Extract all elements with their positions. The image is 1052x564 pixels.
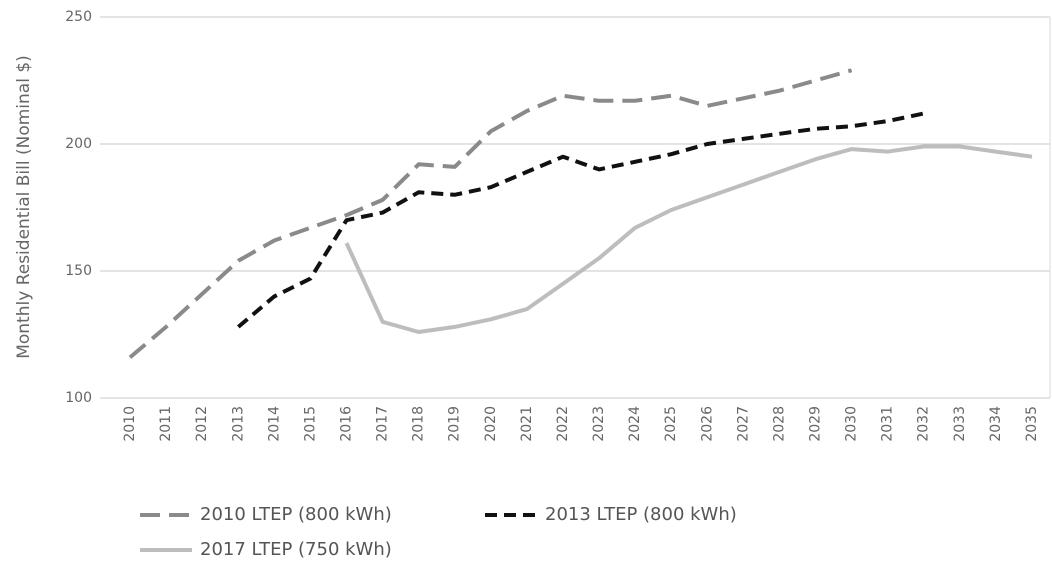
x-tick-label: 2027 [735,406,751,442]
x-tick-label: 2033 [952,406,968,442]
y-tick-label: 150 [65,263,92,279]
y-axis-title: Monthly Residential Bill (Nominal $) [14,55,34,359]
x-tick-label: 2022 [555,406,571,442]
x-tick-label: 2020 [483,406,499,442]
y-tick-label: 200 [65,136,92,152]
x-tick-label: 2011 [158,406,174,442]
x-tick-label: 2034 [988,406,1004,442]
x-tick-label: 2019 [447,406,463,442]
y-tick-label: 250 [65,9,92,25]
x-tick-label: 2018 [411,406,427,442]
legend-label: 2017 LTEP (750 kWh) [200,539,392,560]
x-tick-label: 2013 [230,406,246,442]
x-tick-label: 2032 [916,406,932,442]
legend-label: 2013 LTEP (800 kWh) [545,504,737,525]
x-tick-label: 2031 [880,406,896,442]
series-line [128,68,853,359]
x-tick-label: 2021 [519,406,535,442]
y-tick-label: 100 [65,390,92,406]
legend-label: 2010 LTEP (800 kWh) [200,504,392,525]
x-tick-label: 2029 [808,406,824,442]
x-tick-label: 2035 [1024,406,1040,442]
x-tick-label: 2030 [844,406,860,442]
x-tick-label: 2014 [266,406,282,442]
x-tick-label: 2028 [771,406,787,442]
x-tick-label: 2012 [194,406,210,442]
x-tick-label: 2026 [699,406,715,442]
x-tick-label: 2025 [663,406,679,442]
x-tick-label: 2015 [302,406,318,442]
x-tick-label: 2017 [375,406,391,442]
series-line [344,144,1033,334]
x-tick-label: 2010 [122,406,138,442]
x-tick-label: 2024 [627,406,643,442]
x-tick-label: 2023 [591,406,607,442]
series-line [237,111,925,329]
x-tick-label: 2016 [339,406,355,442]
